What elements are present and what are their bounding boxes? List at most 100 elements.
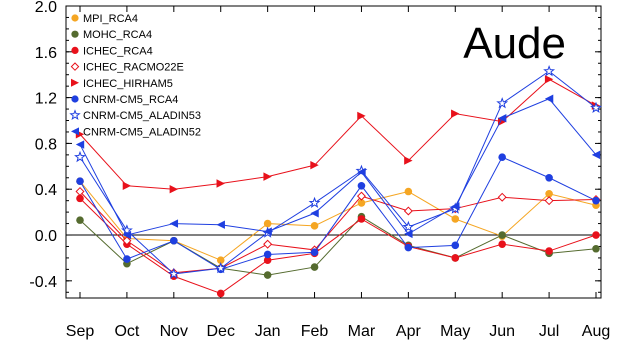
data-point [402, 220, 415, 233]
legend-label: CNRM-CM5_ALADIN52 [83, 126, 201, 138]
series-layer [74, 65, 602, 298]
data-point [590, 101, 602, 113]
data-point [216, 220, 225, 229]
legend-label: CNRM-CM5_RCA4 [83, 94, 178, 106]
data-point [497, 117, 507, 126]
x-tick-label: Jan [255, 323, 281, 340]
data-point [122, 236, 132, 246]
y-tick-label: 0.0 [35, 228, 57, 245]
x-tick-label: Sep [66, 323, 95, 340]
data-point [214, 261, 227, 274]
legend-item: MPI_RCA4 [71, 13, 138, 25]
data-point [591, 150, 601, 160]
data-point [122, 181, 132, 190]
data-point [404, 243, 413, 252]
series-line [79, 98, 597, 236]
data-point [592, 231, 600, 239]
y-tick-label: 1.6 [35, 45, 57, 62]
data-point [451, 109, 460, 118]
data-point [451, 215, 460, 223]
legend-item: CNRM-CM5_ALADIN52 [71, 126, 201, 138]
legend-item: CNRM-CM5_RCA4 [71, 94, 178, 106]
legend-label: ICHEC_RACMO22E [83, 62, 184, 74]
data-point [544, 75, 554, 84]
series-line [79, 70, 597, 275]
y-tick-label: -0.4 [29, 274, 57, 291]
legend-marker [69, 109, 81, 121]
data-point [310, 222, 319, 230]
data-point [310, 248, 319, 256]
x-tick-label: Aug [582, 323, 610, 340]
data-point [263, 172, 272, 181]
legend-marker [71, 127, 79, 136]
x-tick-label: Feb [301, 323, 329, 340]
legend: MPI_RCA4 MOHC_RCA4 ICHEC_RCA4 ICHEC_RACMO22… [69, 13, 201, 138]
plot-frame [65, 5, 602, 299]
series-line [79, 198, 597, 294]
legend-item: ICHEC_RACMO22E [70, 62, 184, 74]
y-tick-label: 1.2 [35, 91, 57, 108]
data-point [122, 230, 132, 240]
data-point [167, 267, 180, 280]
data-point [404, 229, 413, 239]
data-point [76, 216, 84, 224]
series-cnrm-cm5-aladin53 [74, 65, 602, 280]
data-point [263, 271, 272, 279]
data-point [592, 244, 600, 253]
data-point [216, 256, 225, 265]
data-point [75, 140, 85, 149]
data-point [263, 239, 273, 249]
data-point [403, 206, 413, 216]
data-point [544, 94, 554, 103]
chart-title: Aude [463, 19, 566, 68]
x-axis: Sep Oct Nov Dec Jan Feb Mar Apr May Jun Jul Aug [66, 6, 610, 340]
data-point [497, 192, 507, 202]
data-point [451, 241, 460, 250]
data-point [496, 97, 509, 109]
data-point [76, 177, 84, 185]
x-tick-label: Dec [207, 323, 235, 340]
series-line [79, 156, 597, 270]
x-tick-label: Jul [539, 323, 559, 340]
x-tick-label: Oct [114, 323, 139, 340]
data-point [544, 196, 554, 206]
data-point [76, 194, 84, 203]
data-point [216, 179, 225, 188]
data-point [498, 231, 506, 239]
data-point [308, 196, 321, 209]
data-point [216, 289, 225, 298]
data-point [263, 256, 272, 265]
y-tick-label: 0.4 [35, 182, 57, 199]
series-line [79, 216, 597, 276]
data-point [545, 173, 553, 182]
data-point [451, 202, 460, 211]
legend-marker [71, 95, 79, 103]
series-cnrm-cm5-aladin52 [75, 94, 601, 240]
data-point [545, 189, 553, 198]
legend-item: MOHC_RCA4 [71, 29, 152, 41]
legend-marker [71, 78, 79, 87]
x-tick-label: May [440, 323, 470, 340]
legend-marker [71, 14, 79, 22]
y-tick-label: 0.8 [35, 136, 57, 153]
data-point [545, 247, 553, 255]
data-point [356, 191, 366, 201]
data-point [310, 209, 319, 218]
data-point [123, 255, 131, 263]
x-tick-label: Mar [348, 323, 376, 340]
data-point [357, 199, 366, 207]
legend-label: ICHEC_RCA4 [83, 45, 153, 57]
data-point [451, 254, 460, 262]
data-point [263, 219, 272, 228]
y-tick-label: 2.0 [35, 0, 57, 16]
legend-label: MOHC_RCA4 [83, 29, 152, 41]
legend-label: ICHEC_HIRHAM5 [83, 78, 173, 90]
data-point [404, 156, 413, 165]
data-point [74, 150, 86, 163]
legend-label: CNRM-CM5_ALADIN53 [83, 110, 201, 122]
legend-item: ICHEC_RCA4 [71, 45, 153, 57]
x-tick-label: Apr [396, 323, 422, 340]
data-point [310, 160, 319, 170]
legend-item: ICHEC_HIRHAM5 [71, 78, 173, 90]
